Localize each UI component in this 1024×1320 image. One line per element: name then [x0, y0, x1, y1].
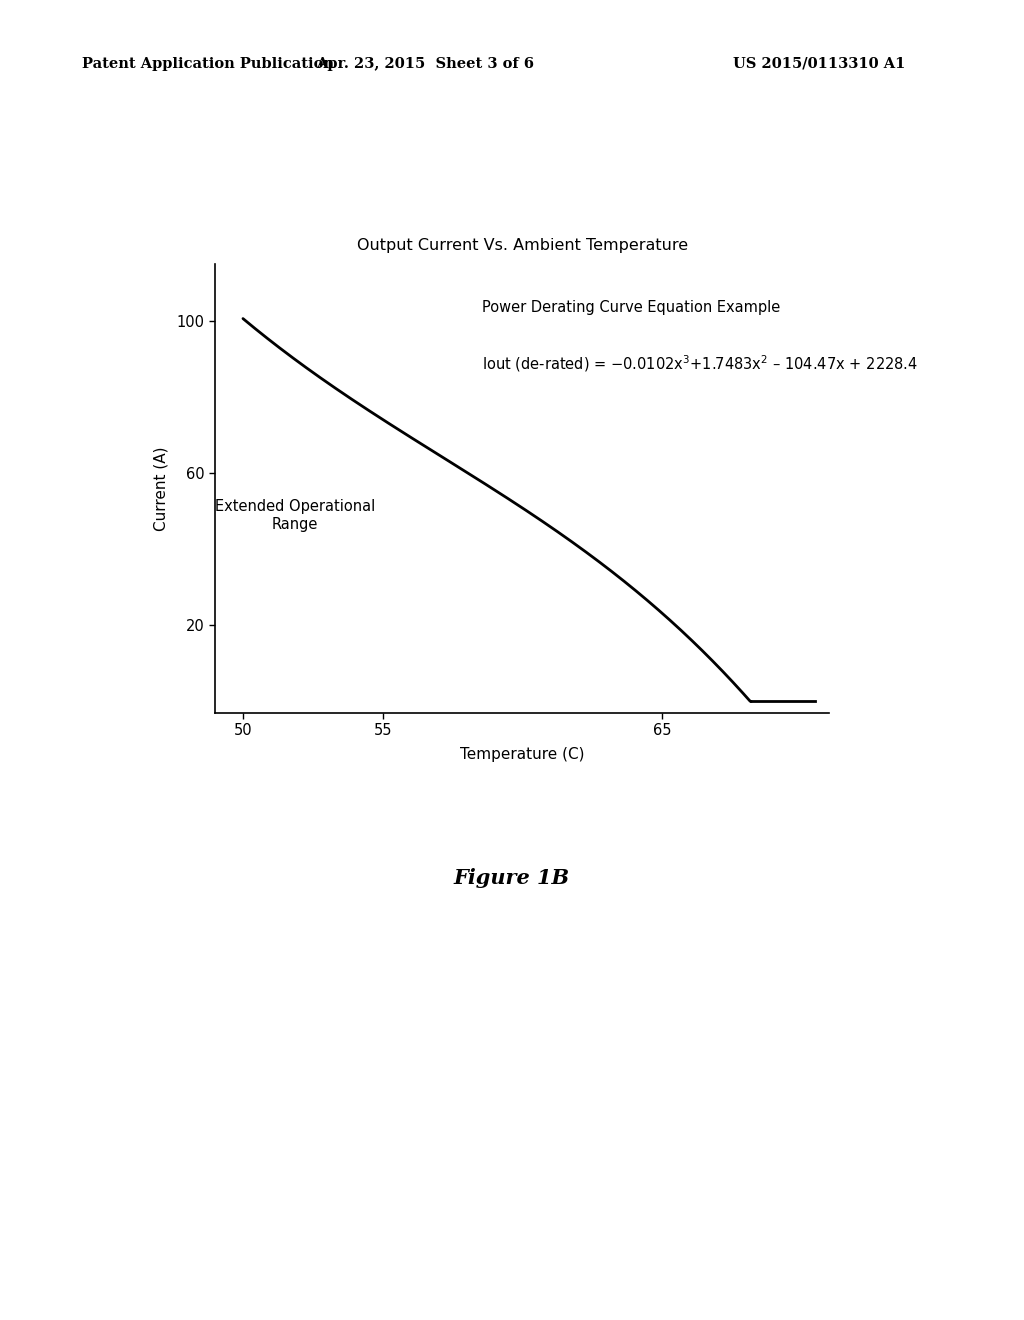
Text: Patent Application Publication: Patent Application Publication [82, 57, 334, 71]
Text: Iout (de-rated) = $\mathregular{-0.0102x^{3}}$$\mathregular{+ 1.7483x^{2}}$ – 10: Iout (de-rated) = $\mathregular{-0.0102x… [482, 354, 919, 375]
Text: Apr. 23, 2015  Sheet 3 of 6: Apr. 23, 2015 Sheet 3 of 6 [316, 57, 534, 71]
Text: Extended Operational
Range: Extended Operational Range [215, 499, 375, 532]
X-axis label: Temperature (C): Temperature (C) [460, 747, 585, 762]
Text: Figure 1B: Figure 1B [454, 867, 570, 888]
Text: US 2015/0113310 A1: US 2015/0113310 A1 [733, 57, 905, 71]
Y-axis label: Current (A): Current (A) [154, 446, 168, 531]
Text: Power Derating Curve Equation Example: Power Derating Curve Equation Example [482, 300, 780, 315]
Title: Output Current Vs. Ambient Temperature: Output Current Vs. Ambient Temperature [356, 238, 688, 253]
